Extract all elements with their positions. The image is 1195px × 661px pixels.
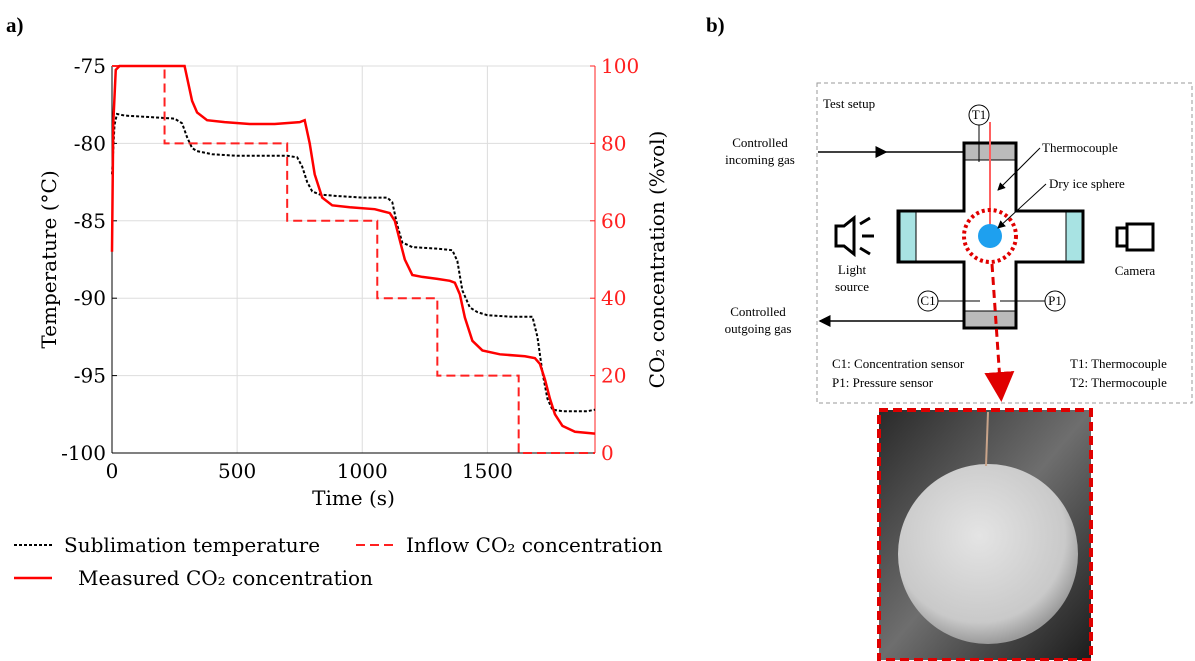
y-tick-label: -85 bbox=[74, 209, 106, 233]
panel-label: a) bbox=[6, 13, 24, 37]
camera-label: Camera bbox=[1115, 263, 1156, 278]
y-tick-label: -95 bbox=[74, 364, 106, 388]
series-line bbox=[111, 112, 596, 413]
highlight bbox=[962, 208, 1018, 264]
legend-label: Inflow CO₂ concentration bbox=[406, 533, 663, 557]
legend-text: T1: Thermocouple bbox=[1070, 356, 1167, 371]
camera-icon bbox=[1115, 222, 1155, 252]
sensor-label: P1 bbox=[1048, 293, 1062, 308]
pointer bbox=[997, 147, 1041, 191]
sphere-label: Dry ice sphere bbox=[1049, 176, 1125, 191]
photo-wire bbox=[985, 411, 989, 467]
y-axis-label: Temperature (°C) bbox=[37, 170, 61, 348]
light-label: Light source bbox=[835, 262, 869, 294]
photo-sphere bbox=[898, 464, 1078, 644]
window bbox=[1065, 211, 1083, 262]
sphere bbox=[978, 224, 1002, 248]
panel-label: b) bbox=[706, 13, 725, 37]
legend-text: P1: Pressure sensor bbox=[832, 375, 934, 390]
y-tick-label: -90 bbox=[74, 286, 106, 310]
y2-axis-label: CO₂ concentration (%vol) bbox=[645, 131, 669, 389]
sensor-label: T1 bbox=[972, 107, 986, 122]
window bbox=[899, 211, 917, 262]
light-icon bbox=[834, 214, 874, 258]
setup-title: Test setup bbox=[823, 96, 875, 111]
series-line bbox=[112, 65, 595, 454]
series-line bbox=[110, 64, 596, 435]
legend-label: Sublimation temperature bbox=[64, 533, 320, 557]
y-tick-label: -75 bbox=[74, 54, 106, 78]
chart: 0 500 1000 1500 -100 -95 -90 -85 -80 -75 0 20 40 60 80… bbox=[14, 54, 669, 590]
legend-text: T2: Thermocouple bbox=[1070, 375, 1167, 390]
x-tick-label: 0 bbox=[106, 459, 119, 483]
legend-text: C1: Concentration sensor bbox=[832, 356, 965, 371]
sensor-label: C1 bbox=[920, 293, 935, 308]
pointer bbox=[997, 183, 1047, 229]
cap bbox=[964, 310, 1016, 328]
y2-tick-label: 40 bbox=[601, 286, 626, 310]
y2-tick-label: 60 bbox=[601, 209, 626, 233]
diagram: Test setup T1 C1 P1 Controlled incoming g… bbox=[725, 82, 1193, 661]
setup-box bbox=[816, 82, 1193, 404]
y2-tick-label: 0 bbox=[601, 441, 614, 465]
incoming-label: Controlled incoming gas bbox=[725, 135, 795, 167]
legend-label: Measured CO₂ concentration bbox=[78, 566, 373, 590]
y2-tick-label: 80 bbox=[601, 131, 626, 155]
zoom-arrow bbox=[984, 263, 1015, 402]
outgoing-label: Controlled outgoing gas bbox=[725, 304, 792, 336]
y2-tick-label: 20 bbox=[601, 364, 626, 388]
y-tick-label: -80 bbox=[74, 131, 106, 155]
y-tick-label: -100 bbox=[61, 441, 106, 465]
x-tick-label: 1000 bbox=[337, 459, 388, 483]
y2-tick-label: 100 bbox=[601, 54, 639, 78]
x-tick-label: 1500 bbox=[462, 459, 513, 483]
x-tick-label: 500 bbox=[218, 459, 256, 483]
thermocouple-label: Thermocouple bbox=[1042, 140, 1118, 155]
x-axis-label: Time (s) bbox=[312, 486, 395, 510]
